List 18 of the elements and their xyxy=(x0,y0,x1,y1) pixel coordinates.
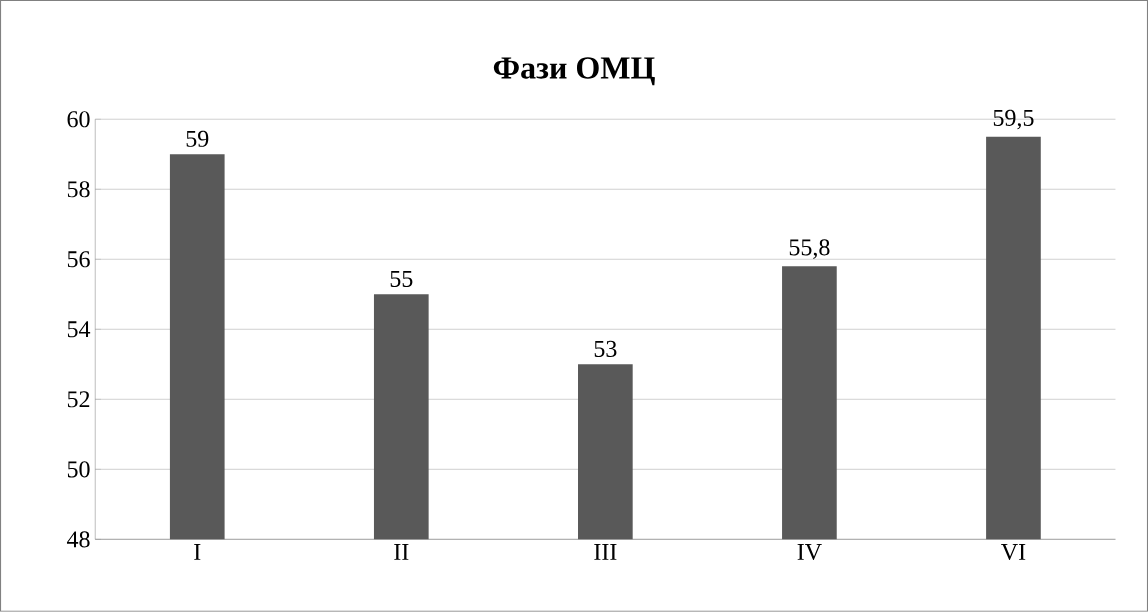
x-tick-label: III xyxy=(594,544,617,560)
y-tick-label: 56 xyxy=(67,251,90,268)
y-tick-label: 48 xyxy=(66,531,90,548)
x-tick-label: II xyxy=(394,544,409,560)
y-tick-label: 50 xyxy=(67,461,90,478)
x-tick-label: IV xyxy=(797,544,822,561)
y-tick-label: 60 xyxy=(67,111,90,128)
x-tick-label: VI xyxy=(1001,544,1026,561)
data-label: 55 xyxy=(390,270,413,287)
data-label: 55,8 xyxy=(789,239,830,259)
y-tick-label: 52 xyxy=(67,391,90,408)
data-label: 53 xyxy=(594,340,617,357)
x-tick-label: I xyxy=(194,544,201,560)
data-label: 59 xyxy=(186,130,209,147)
y-tick-label: 58 xyxy=(67,181,90,198)
y-tick-label: 54 xyxy=(67,321,91,338)
data-label: 59,5 xyxy=(993,109,1034,130)
chart-title: Фази ОМЦ xyxy=(493,57,655,86)
